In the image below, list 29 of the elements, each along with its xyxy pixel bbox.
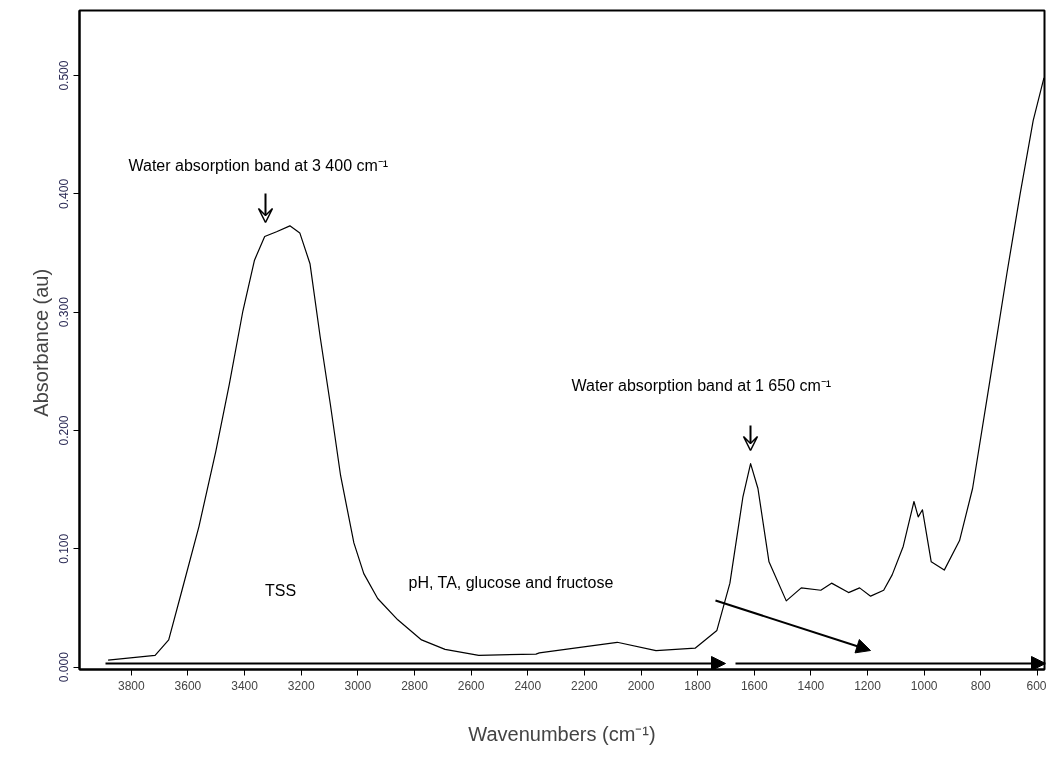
x-tick-label: 1000: [910, 678, 938, 693]
y-tick-label: 0.400: [57, 178, 72, 209]
x-tick-label: 1200: [854, 678, 882, 693]
annotation: TSS: [264, 582, 297, 599]
x-tick-label: 3800: [117, 678, 145, 693]
x-tick-label: 2000: [627, 678, 655, 693]
x-tick-label: 3400: [231, 678, 259, 693]
annotation: Water absorption band at 1 650 cm⁻¹: [571, 377, 832, 394]
x-tick-label: 800: [970, 678, 992, 693]
x-tick-label: 600: [1026, 678, 1046, 693]
y-tick-label: 0.200: [57, 415, 72, 446]
y-tick-label: 0.500: [57, 60, 72, 91]
x-tick-label: 2600: [457, 678, 485, 693]
y-tick-label: 0.000: [57, 651, 72, 683]
y-axis-title: Absorbance (au): [29, 268, 52, 417]
annotation: Water absorption band at 3 400 cm⁻¹: [128, 157, 389, 174]
y-tick-label: 0.300: [57, 296, 72, 328]
x-tick-label: 2800: [401, 678, 429, 693]
x-tick-label: 3600: [174, 678, 202, 693]
x-tick-label: 3200: [287, 678, 315, 693]
x-tick-label: 1400: [797, 678, 825, 693]
x-axis-title: Wavenumbers (cm⁻¹): [468, 722, 656, 745]
x-tick-label: 2400: [514, 678, 542, 693]
y-tick-label: 0.100: [57, 533, 72, 564]
x-tick-label: 2200: [571, 678, 599, 693]
x-tick-label: 3000: [344, 678, 372, 693]
annotation: pH, TA, glucose and fructose: [408, 574, 614, 591]
x-tick-label: 1800: [684, 678, 712, 693]
x-tick-label: 1600: [740, 678, 768, 693]
